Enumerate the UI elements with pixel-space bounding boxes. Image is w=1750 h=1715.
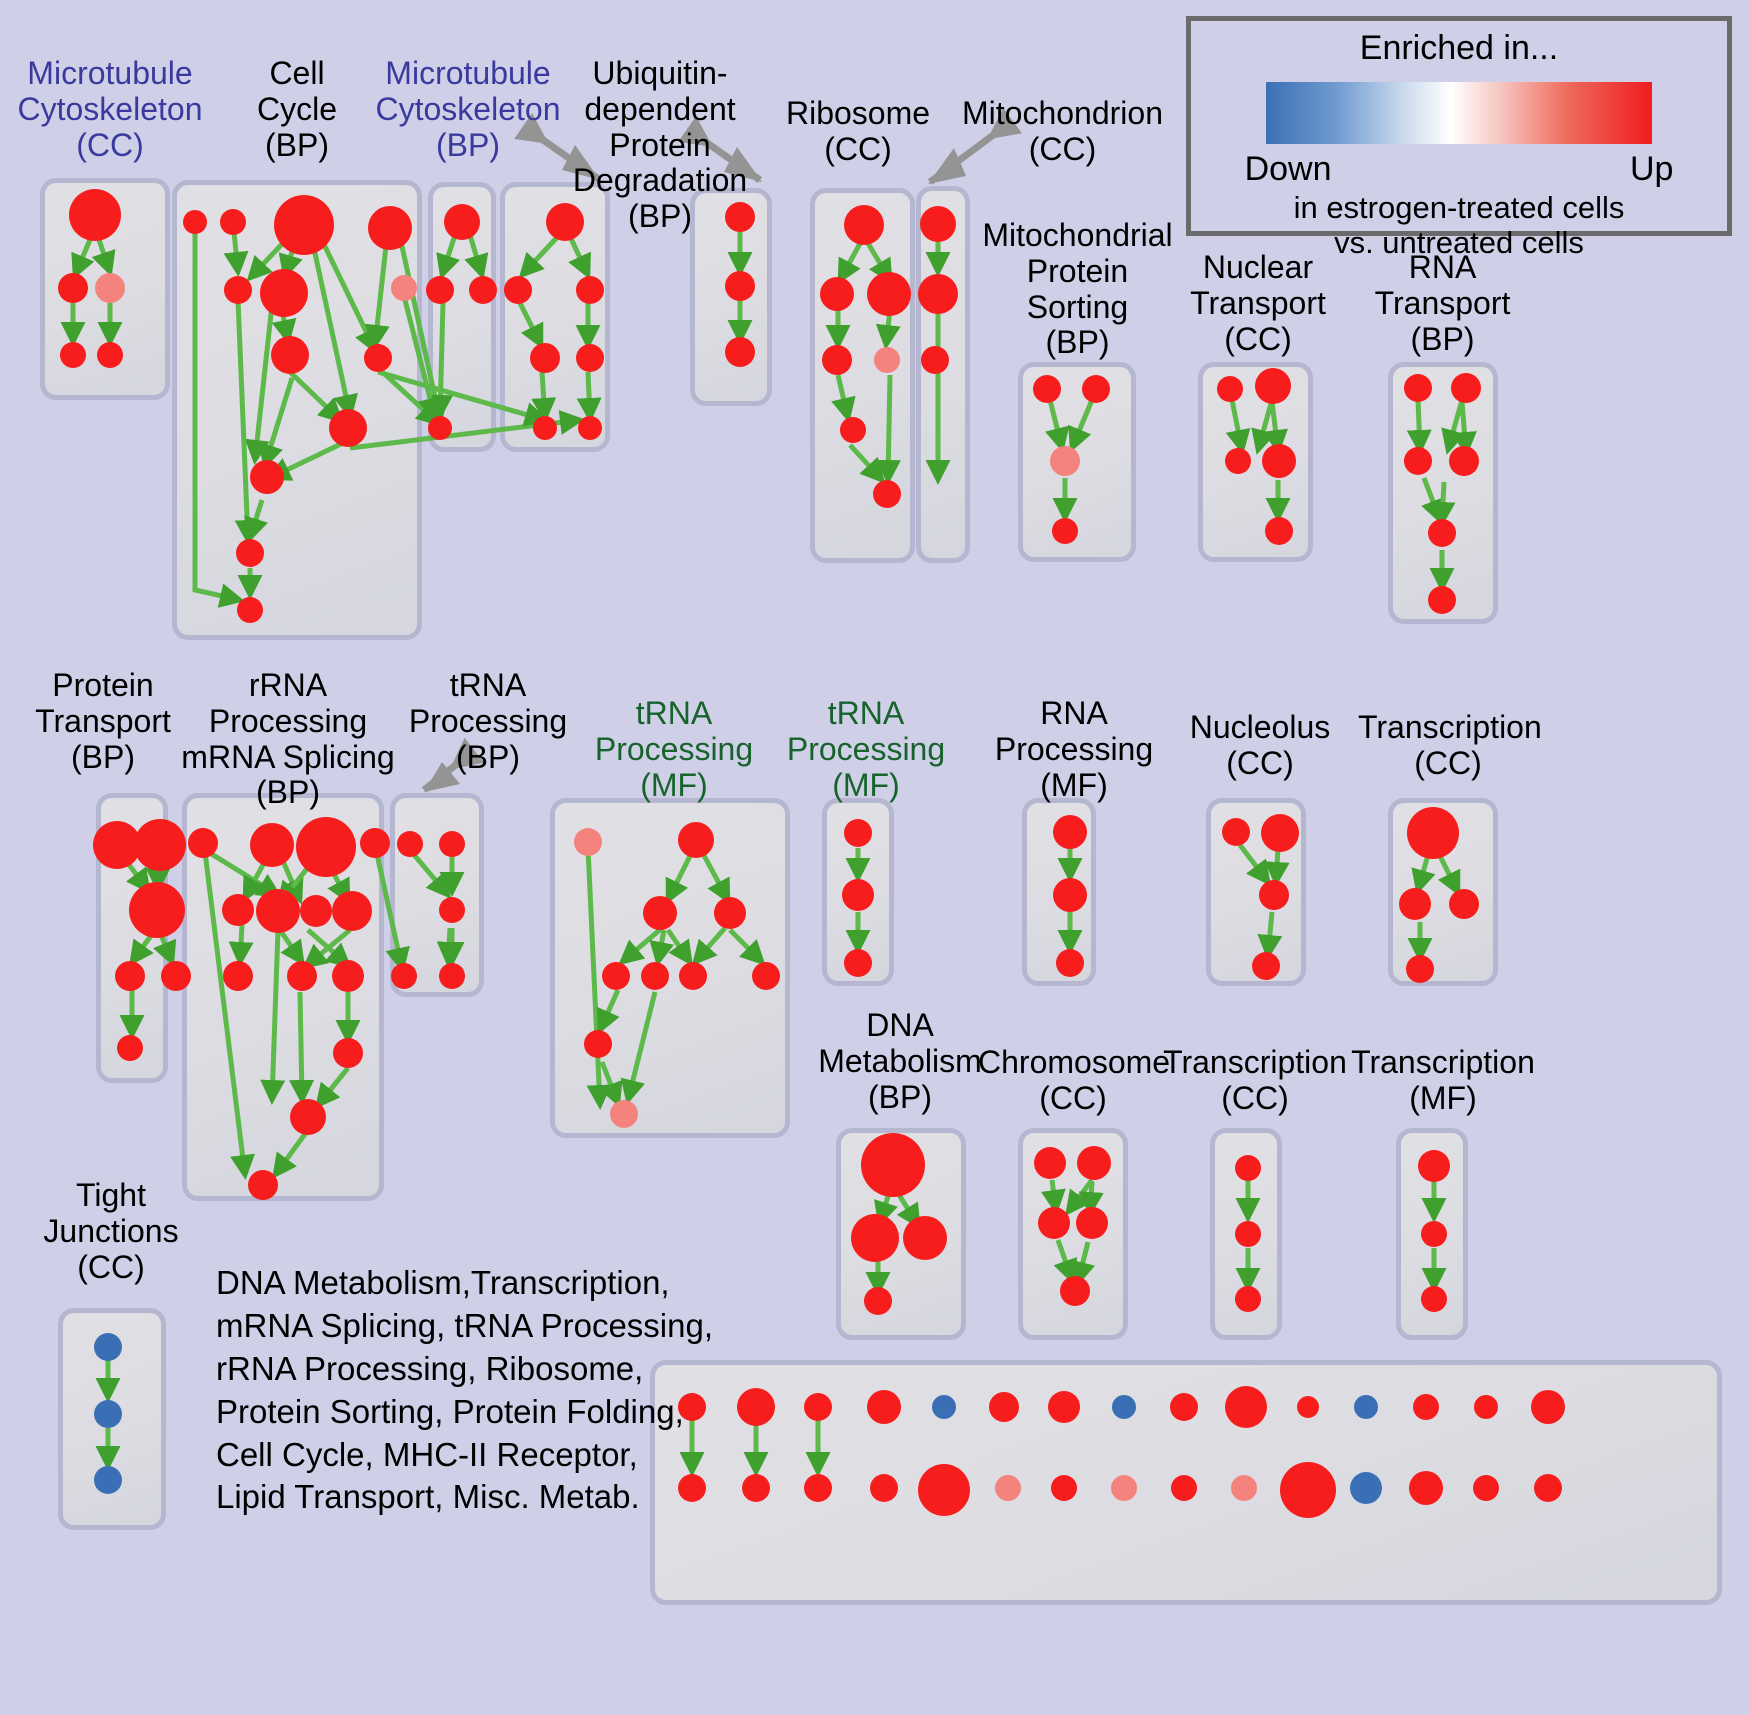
cluster-box-mitochondrial-protein-sorting-bp bbox=[1018, 362, 1136, 562]
cluster-box-transcription-mf bbox=[1396, 1128, 1468, 1340]
legend-low-label: Down bbox=[1244, 150, 1332, 188]
legend-subtitle: in estrogen-treated cells vs. untreated … bbox=[1293, 190, 1625, 260]
cluster-box-rna-transport-bp bbox=[1388, 362, 1498, 624]
cluster-box-cell-cycle-bp bbox=[172, 180, 422, 640]
cluster-label-dna-metabolism-bp: DNA Metabolism (BP) bbox=[818, 1007, 982, 1115]
cluster-label-rrna-mrna-bp: rRNA Processing mRNA Splicing (BP) bbox=[181, 667, 395, 811]
cluster-box-mitochondrion-cc bbox=[916, 186, 970, 563]
cluster-box-ubiquitin-degradation-bp bbox=[500, 182, 610, 452]
cluster-label-cell-cycle-bp: Cell Cycle (BP) bbox=[256, 55, 337, 163]
cluster-label-transcription-cc-bottom: Transcription (CC) bbox=[1163, 1044, 1347, 1116]
cluster-label-protein-transport-bp: Protein Transport (BP) bbox=[35, 667, 171, 775]
cluster-label-chromosome-cc: Chromosome (CC) bbox=[978, 1044, 1171, 1116]
cluster-box-chromosome-cc bbox=[1018, 1128, 1128, 1340]
cluster-box-dna-metabolism-bp bbox=[836, 1128, 966, 1340]
pointer-arrowhead-ribosome bbox=[724, 147, 762, 182]
misc-cluster-text: DNA Metabolism,Transcription, mRNA Splic… bbox=[216, 1264, 714, 1516]
cluster-label-nucleolus-cc: Nucleolus (CC) bbox=[1189, 709, 1331, 781]
pointer-arrowhead-ubiquitin bbox=[562, 145, 600, 180]
cluster-box-nucleolus-cc bbox=[1206, 798, 1306, 986]
cluster-box-rna-processing-mf bbox=[1022, 798, 1096, 986]
legend-color-gradient-bar bbox=[1266, 82, 1652, 144]
cluster-label-trna-processing-bp: tRNA Processing (BP) bbox=[408, 667, 568, 775]
cluster-box-trna-processing-bp bbox=[390, 793, 484, 997]
cluster-label-rna-transport-bp: RNA Transport (BP) bbox=[1374, 249, 1511, 357]
cluster-label-mitochondrion-cc: Mitochondrion (CC) bbox=[962, 95, 1163, 167]
pointer-arrowhead-mitochondrion bbox=[928, 148, 966, 184]
cluster-label-transcription-mf: Transcription (MF) bbox=[1351, 1044, 1535, 1116]
cluster-label-mitochondrial-protein-sorting-bp: Mitochondrial Protein Sorting (BP) bbox=[982, 217, 1173, 361]
cluster-box-microtubule-cytoskeleton-cc bbox=[40, 178, 170, 400]
cluster-label-tight-junctions-cc: Tight Junctions (CC) bbox=[43, 1177, 179, 1285]
cluster-box-microtubule-cytoskeleton-bp bbox=[428, 182, 496, 452]
legend-high-label: Up bbox=[1629, 150, 1674, 188]
cluster-box-misc-combined bbox=[650, 1360, 1722, 1605]
cluster-label-trna-processing-mf-small: tRNA Processing (MF) bbox=[786, 695, 946, 803]
cluster-box-nuclear-transport-cc bbox=[1198, 362, 1313, 562]
cluster-label-microtubule-cytoskeleton-bp: Microtubule Cytoskeleton (BP) bbox=[375, 55, 561, 163]
cluster-label-rna-processing-mf: RNA Processing (MF) bbox=[994, 695, 1154, 803]
cluster-label-nuclear-transport-cc: Nuclear Transport (CC) bbox=[1190, 249, 1326, 357]
legend-title: Enriched in... bbox=[1359, 29, 1559, 67]
cluster-box-ribosome-cc bbox=[810, 188, 915, 563]
cluster-label-transcription-cc-top: Transcription (CC) bbox=[1358, 709, 1542, 781]
cluster-box-protein-transport-bp bbox=[96, 793, 168, 1083]
cluster-label-microtubule-cytoskeleton-cc: Microtubule Cytoskeleton (CC) bbox=[17, 55, 203, 163]
cluster-box-rrna-mrna-bp bbox=[182, 793, 384, 1201]
legend-box: Enriched in... Down Up in estrogen-treat… bbox=[1186, 16, 1732, 260]
cluster-box-ubiquitin-chain bbox=[690, 188, 772, 406]
pointer-arrowhead-trna bbox=[424, 762, 460, 792]
cluster-box-tight-junctions-cc bbox=[58, 1308, 166, 1530]
cluster-label-ribosome-cc: Ribosome (CC) bbox=[785, 95, 931, 167]
cluster-box-transcription-cc-bottom bbox=[1210, 1128, 1282, 1340]
cluster-label-trna-processing-mf-large: tRNA Processing (MF) bbox=[594, 695, 754, 803]
cluster-box-transcription-cc-top bbox=[1388, 798, 1498, 986]
cluster-box-trna-processing-mf-large bbox=[550, 798, 790, 1138]
cluster-box-trna-processing-mf-small bbox=[822, 798, 894, 986]
